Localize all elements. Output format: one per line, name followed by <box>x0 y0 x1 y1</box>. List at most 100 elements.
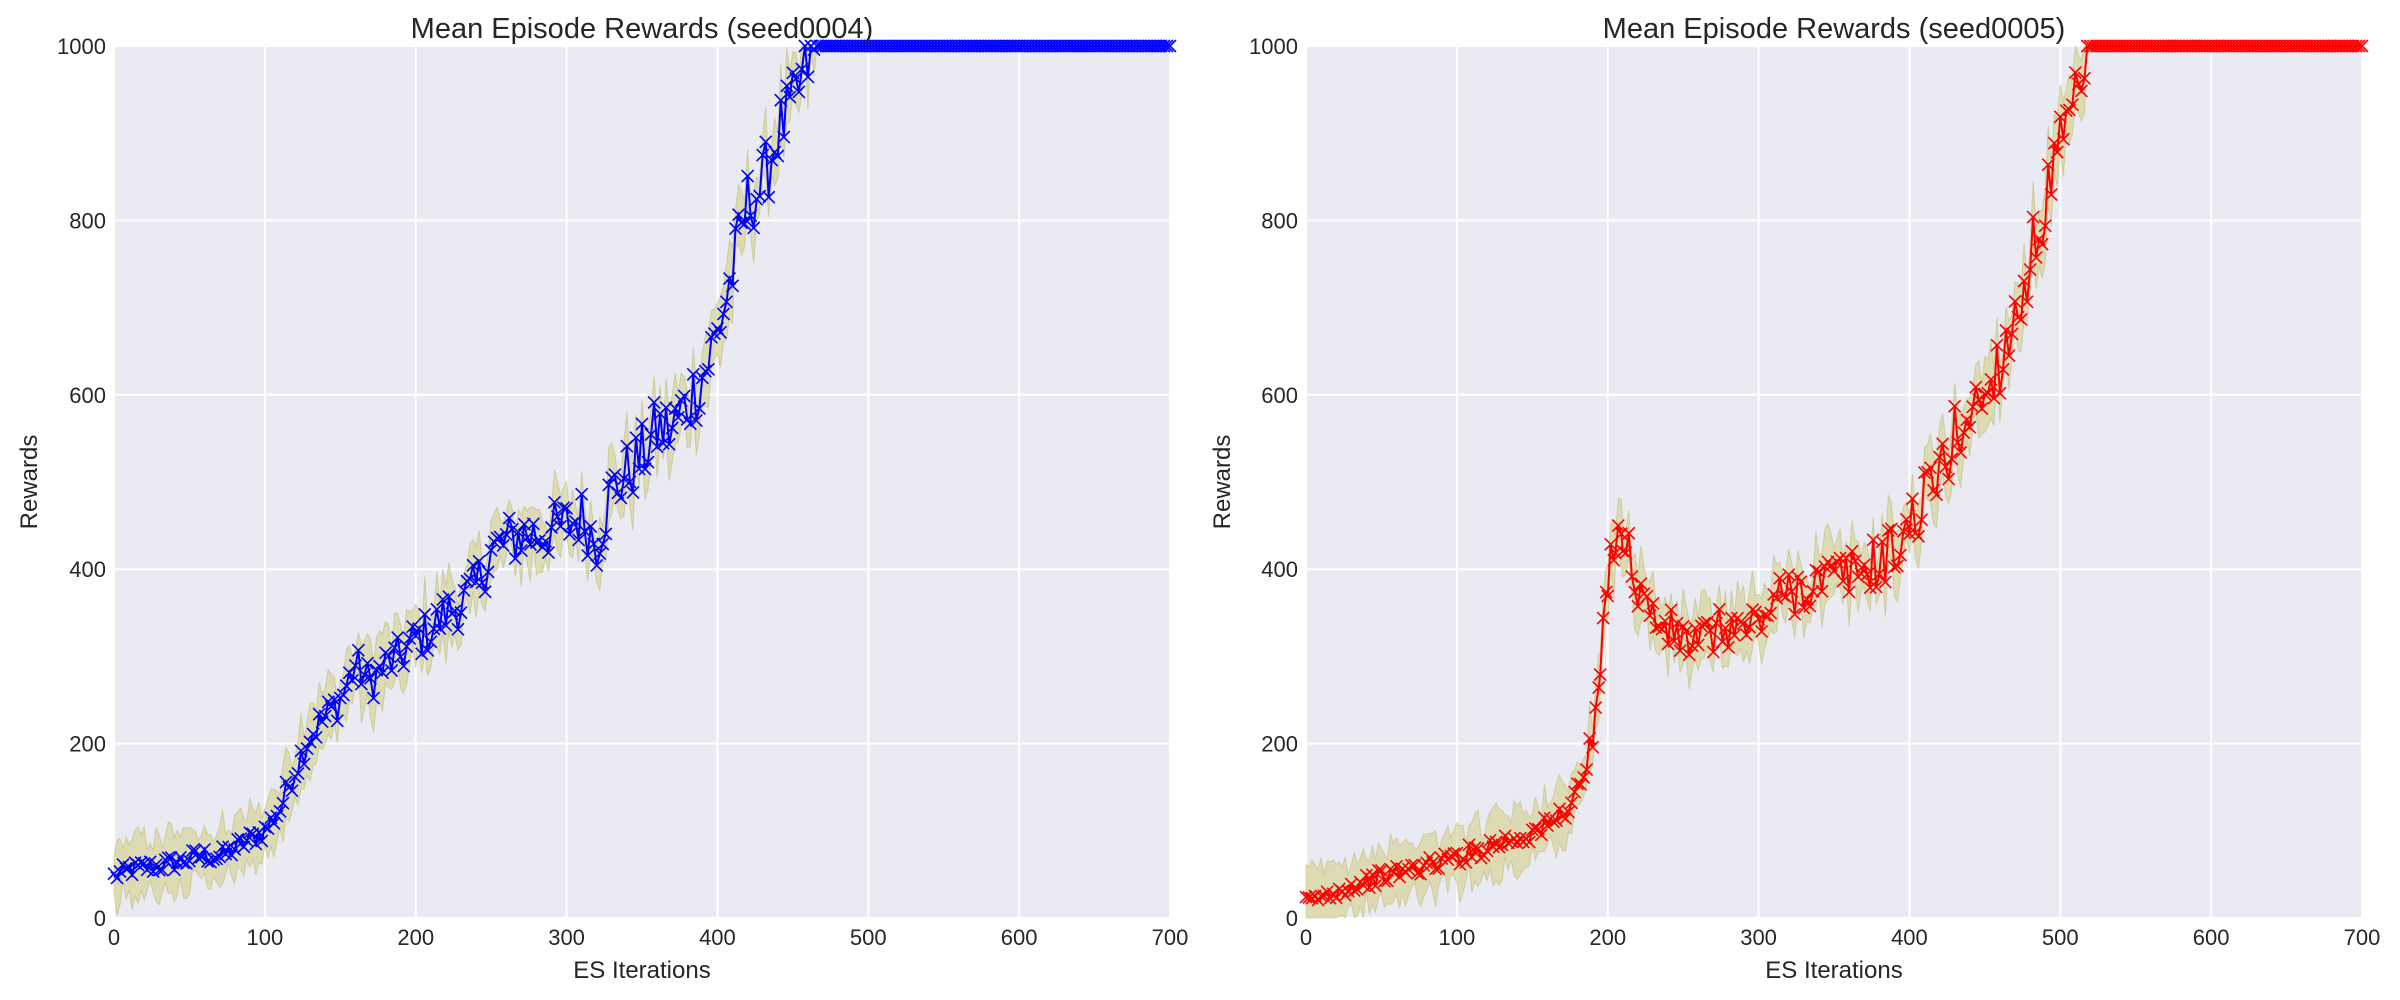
data-point-marker <box>1905 492 1920 506</box>
data-point-marker <box>1914 513 1929 527</box>
data-point-marker <box>1392 870 1407 884</box>
data-point-marker <box>1371 863 1385 878</box>
data-point-marker <box>451 622 465 636</box>
data-point-marker <box>1540 819 1554 833</box>
y-tick-label: 600 <box>1261 383 1298 408</box>
data-point-marker <box>668 402 682 416</box>
data-point-marker <box>1803 599 1817 613</box>
data-point-marker <box>541 545 556 560</box>
data-point-marker <box>1691 638 1705 652</box>
data-point-marker <box>1664 603 1678 617</box>
data-point-marker <box>357 668 371 682</box>
data-point-marker <box>1890 559 1904 573</box>
data-point-marker <box>665 421 679 435</box>
data-point-marker <box>412 622 426 636</box>
chart-title: Mean Episode Rewards (seed0005) <box>1603 13 2066 45</box>
data-point-marker <box>363 671 378 685</box>
data-point-marker <box>701 362 715 376</box>
data-point-marker <box>161 851 175 865</box>
data-point-marker <box>795 62 809 76</box>
data-point-marker <box>560 501 574 515</box>
chart-seed0004: 0 100 200 300 400 500 600 700 0 200 400 600 800 1000… <box>16 13 1188 984</box>
y-tick-label: 0 <box>94 906 106 931</box>
data-point-marker <box>789 71 803 86</box>
data-point-marker <box>1809 563 1823 577</box>
data-point-marker <box>1522 835 1536 849</box>
data-point-marker <box>1930 488 1944 502</box>
data-point-marker <box>731 208 746 222</box>
data-point-marker <box>1608 546 1622 560</box>
y-tick-labels: 0 200 400 600 800 1000 <box>57 34 106 931</box>
data-point-marker <box>1596 611 1610 625</box>
data-point-marker <box>1658 614 1672 628</box>
data-point-marker <box>1564 796 1579 810</box>
data-point-marker <box>2008 294 2022 308</box>
data-point-marker <box>1875 535 1889 549</box>
data-point-marker <box>1667 634 1681 648</box>
series-markers <box>1299 39 2369 907</box>
chart-title: Mean Episode Rewards (seed0004) <box>411 13 874 45</box>
data-point-marker <box>1923 461 1938 475</box>
data-point-marker <box>1999 324 2013 338</box>
data-point-marker <box>484 543 498 557</box>
data-point-marker <box>1163 39 1177 53</box>
data-point-marker <box>1468 841 1482 855</box>
data-point-marker <box>385 664 399 678</box>
data-point-marker <box>638 462 652 476</box>
data-point-marker <box>511 525 525 539</box>
data-point-marker <box>1380 874 1395 888</box>
data-point-marker <box>572 533 586 547</box>
data-point-marker <box>360 656 375 670</box>
data-point-marker <box>1969 380 1983 394</box>
data-point-marker <box>185 844 200 858</box>
x-tick-label: 500 <box>2042 925 2079 950</box>
data-point-marker <box>2023 263 2037 277</box>
data-point-marker <box>424 635 438 649</box>
series-markers <box>107 39 1177 885</box>
data-point-marker <box>644 428 658 442</box>
data-point-marker <box>689 414 703 428</box>
data-point-marker <box>336 688 350 702</box>
data-point-marker <box>2352 39 2366 53</box>
data-point-marker <box>1625 569 1639 584</box>
data-point-marker <box>2355 39 2369 53</box>
data-point-marker <box>725 279 740 293</box>
data-point-marker <box>792 85 806 99</box>
data-point-marker <box>388 641 402 655</box>
data-point-marker <box>1975 402 1989 416</box>
data-point-marker <box>1634 577 1648 591</box>
data-point-marker <box>1646 596 1660 610</box>
data-point-marker <box>1365 868 1379 882</box>
data-point-marker <box>1712 602 1726 616</box>
x-axis-label: ES Iterations <box>573 957 710 984</box>
data-point-marker <box>1917 466 1932 480</box>
data-point-marker <box>439 618 453 632</box>
data-point-marker <box>1368 879 1382 893</box>
data-point-marker <box>409 629 423 643</box>
data-point-marker <box>617 472 631 486</box>
data-point-marker <box>1815 584 1829 598</box>
data-point-marker <box>1752 612 1766 626</box>
data-point-marker <box>762 190 776 204</box>
data-point-marker <box>765 153 779 167</box>
x-tick-label: 500 <box>850 925 887 950</box>
data-point-marker <box>502 511 516 525</box>
data-point-marker <box>508 551 522 566</box>
data-point-marker <box>478 585 492 599</box>
data-point-marker <box>1616 544 1630 558</box>
data-point-marker <box>623 475 637 489</box>
y-tick-label: 400 <box>1261 557 1298 582</box>
data-point-marker <box>1592 680 1606 695</box>
data-point-marker <box>433 622 447 636</box>
data-point-marker <box>1776 588 1790 602</box>
data-point-marker <box>237 840 251 854</box>
data-point-marker <box>747 221 761 235</box>
x-tick-label: 300 <box>548 925 585 950</box>
data-point-marker <box>1160 39 1174 53</box>
data-point-marker <box>599 527 613 541</box>
data-point-marker <box>1993 386 2007 400</box>
data-point-marker <box>1604 537 1618 551</box>
data-point-marker <box>125 868 139 882</box>
data-point-marker <box>1948 399 1962 413</box>
data-point-marker <box>466 558 480 572</box>
